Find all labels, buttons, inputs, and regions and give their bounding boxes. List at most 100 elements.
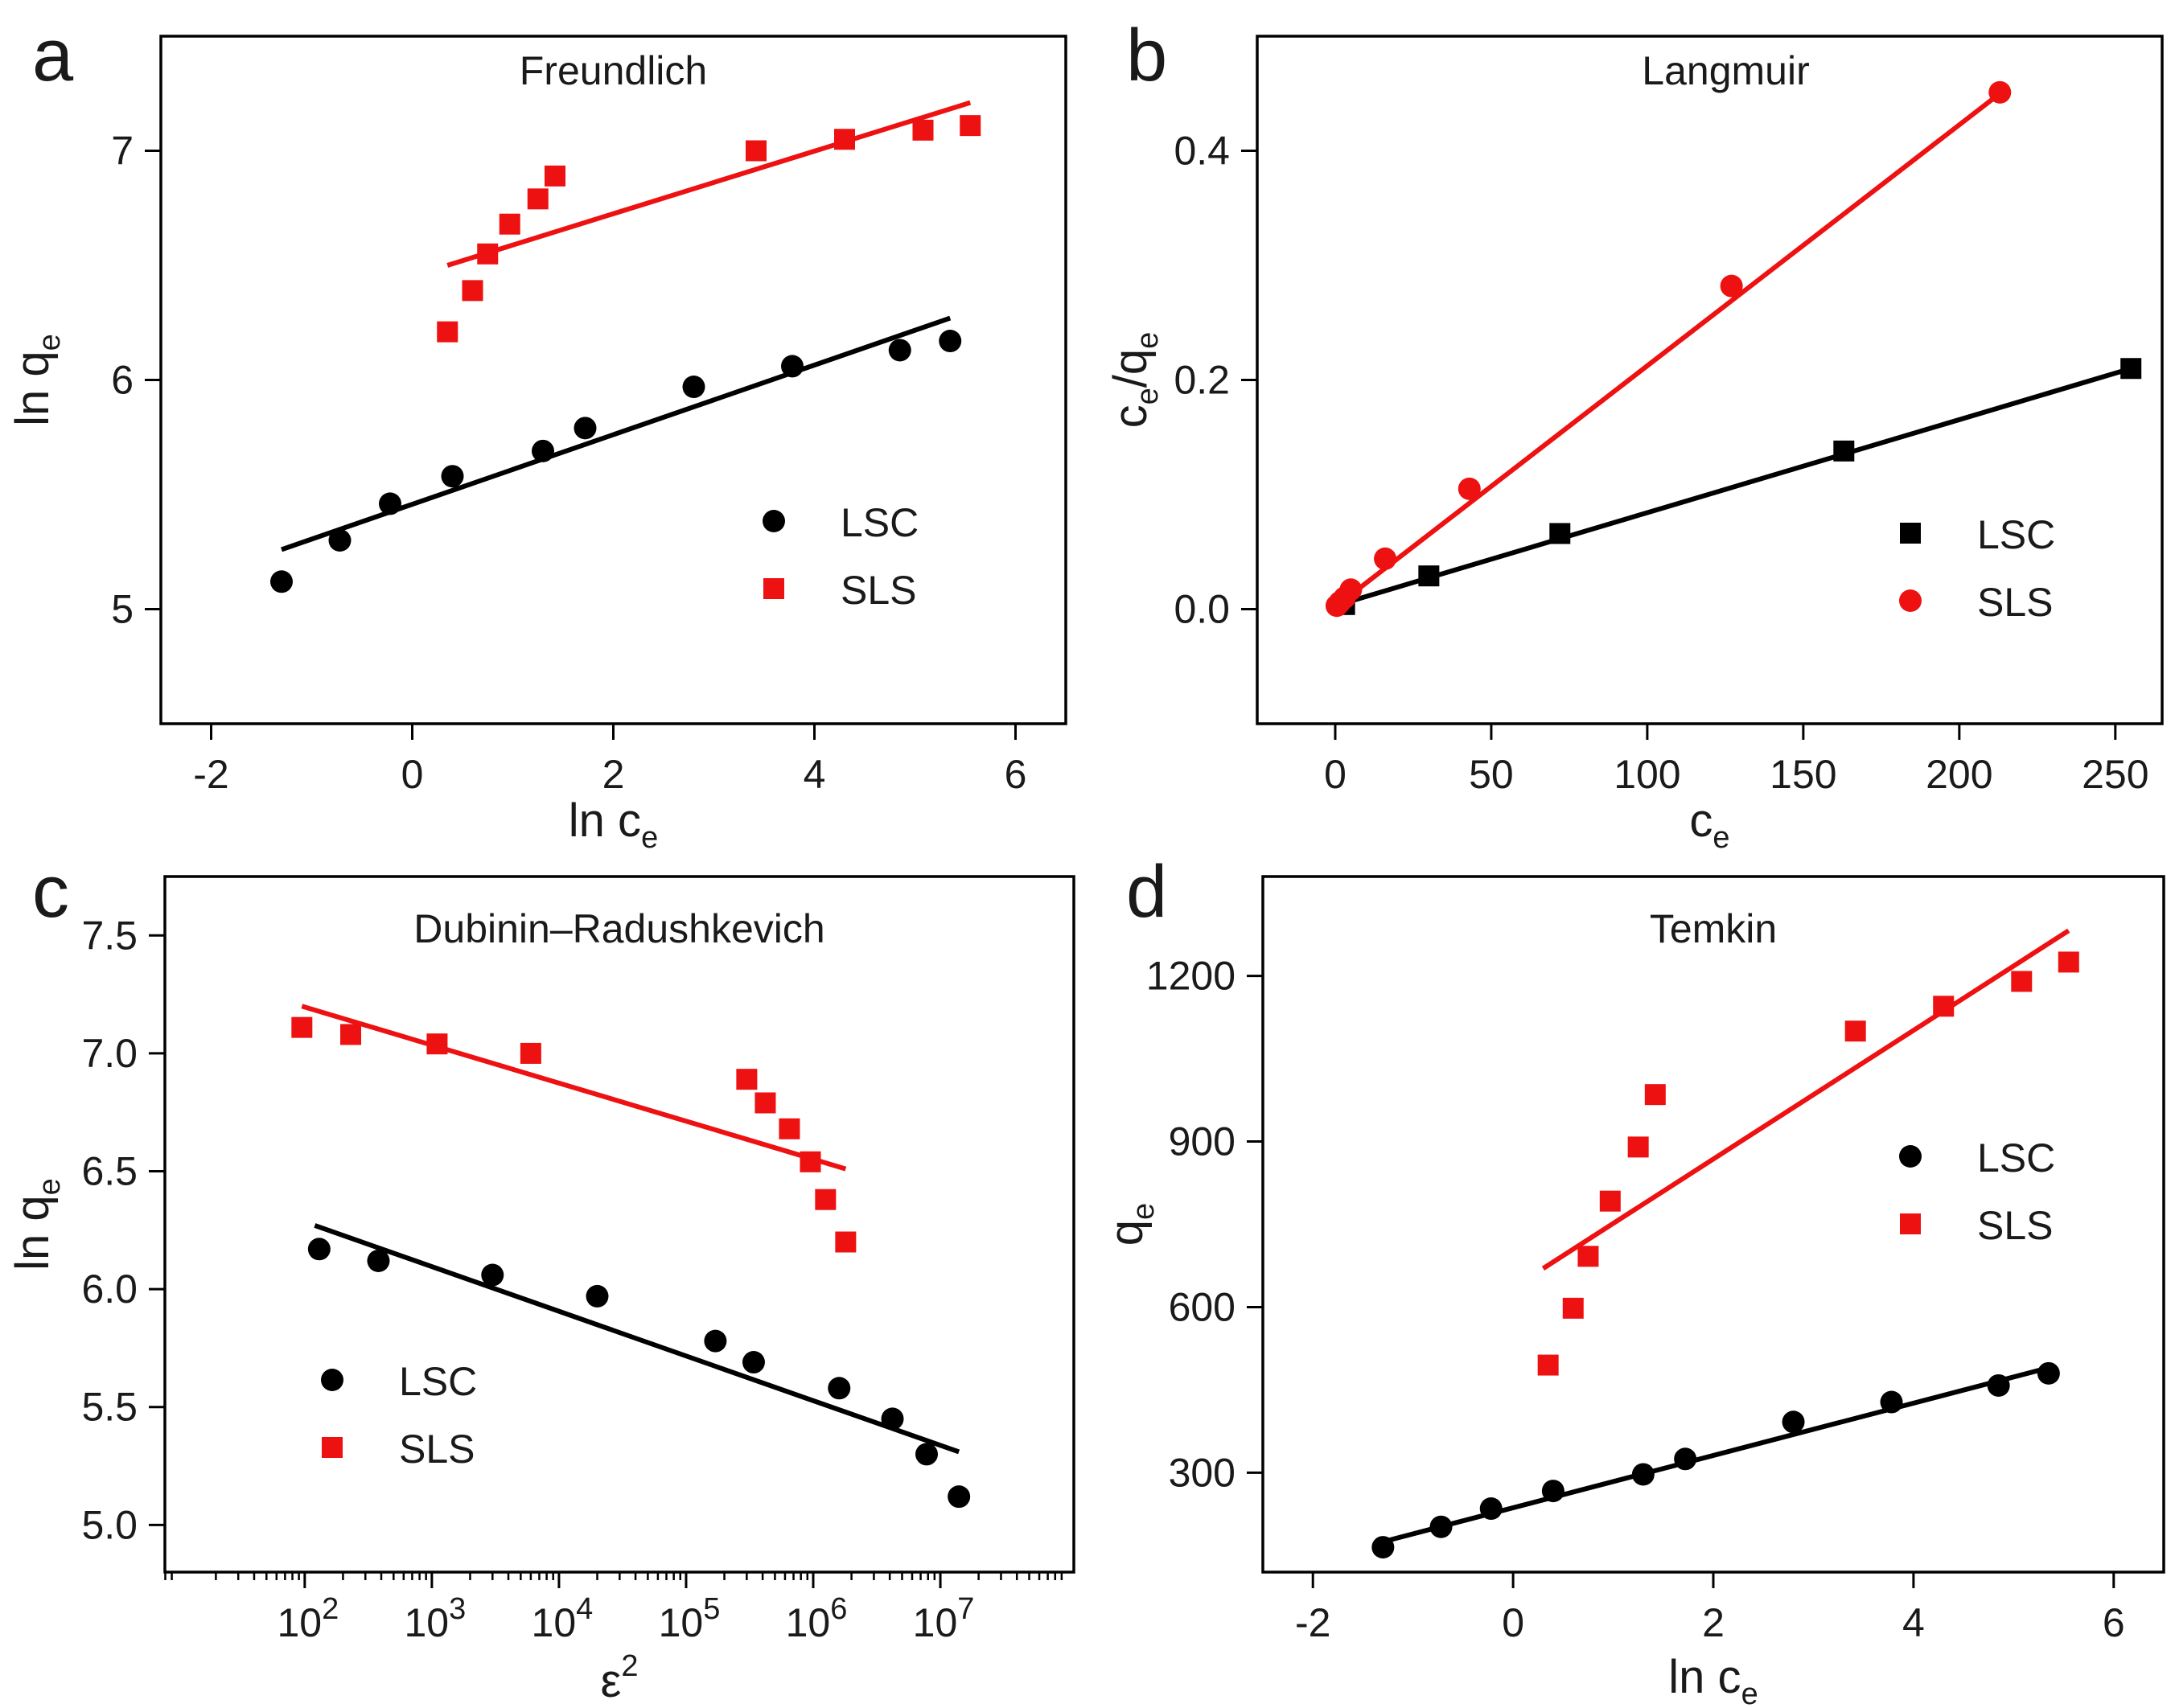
data-point-sls [499, 213, 520, 235]
legend-marker-lsc [321, 1369, 343, 1391]
data-point-lsc [1549, 523, 1571, 544]
data-point-lsc [532, 439, 554, 462]
data-point-sls [2011, 971, 2033, 992]
data-point-sls [340, 1024, 362, 1045]
data-point-lsc [2120, 358, 2142, 380]
legend-marker-lsc [1899, 1145, 1922, 1168]
fit-line-sls [301, 1004, 847, 1172]
panel-title: Temkin [1650, 906, 1777, 951]
y-tick-label: 6.5 [81, 1149, 138, 1194]
data-point-sls [1577, 1246, 1599, 1267]
data-point-lsc [328, 529, 352, 552]
x-tick-label: 102 [277, 1592, 339, 1645]
x-tick-label: 4 [804, 752, 826, 797]
data-point-sls [1844, 1020, 1866, 1042]
data-point-lsc [367, 1249, 390, 1272]
panel-b: 0 50 100 150 200 250 0.0 0.2 0.4b Langmuir ce ce/qe… [1104, 14, 2164, 855]
data-point-sls [960, 115, 981, 137]
data-point-sls [779, 1118, 800, 1139]
x-axis-label: ln ce [1668, 1651, 1758, 1708]
y-tick-label: 600 [1169, 1284, 1236, 1329]
fit-line-lsc [1334, 366, 2132, 609]
data-point-sls [1644, 1084, 1666, 1106]
data-point-lsc [1418, 565, 1440, 587]
x-tick-label: 100 [1614, 752, 1680, 797]
data-point-sls [736, 1069, 758, 1090]
data-point-lsc [1782, 1410, 1805, 1434]
legend-label-sls: SLS [841, 568, 917, 613]
panel-letter: c [32, 851, 69, 933]
data-point-lsc [1479, 1497, 1503, 1521]
x-tick-label: 4 [1902, 1600, 1925, 1645]
y-tick-label: 5.5 [81, 1385, 138, 1430]
data-point-lsc [1429, 1515, 1453, 1538]
data-point-lsc [1631, 1463, 1655, 1486]
data-point-sls [477, 243, 499, 265]
legend-marker-sls [322, 1437, 343, 1458]
data-point-sls [437, 321, 458, 343]
x-axis-label: ce [1689, 794, 1729, 855]
data-point-sls [462, 280, 483, 302]
data-point-sls [291, 1016, 313, 1038]
x-tick-label: 0 [1324, 752, 1347, 797]
data-point-sls [2058, 951, 2079, 973]
y-tick-label: 6.0 [81, 1267, 138, 1312]
y-tick-label: 900 [1169, 1119, 1236, 1164]
data-point-lsc [881, 1407, 904, 1431]
data-point-lsc [1371, 1536, 1395, 1559]
data-point-sls [800, 1151, 821, 1172]
x-tick-label: 0 [401, 752, 424, 797]
panel-a: -2 0 2 4 6 5 6 7a Freundlich ln ce ln qe LSC SLS [6, 14, 1067, 855]
data-point-sls [1562, 1297, 1584, 1319]
data-point-lsc [1833, 440, 1855, 462]
data-point-lsc [1674, 1447, 1697, 1471]
data-point-sls [835, 1231, 857, 1253]
fit-line-lsc [314, 1223, 960, 1455]
panel-letter: d [1126, 851, 1167, 933]
y-tick-label: 0.2 [1174, 358, 1230, 403]
y-tick-label: 0.4 [1174, 129, 1230, 174]
x-tick-label: -2 [1295, 1600, 1330, 1645]
data-point-lsc [704, 1329, 727, 1353]
fit-line-sls [446, 100, 972, 268]
x-tick-label: 2 [1702, 1600, 1725, 1645]
x-tick-label: 200 [1926, 752, 1992, 797]
data-point-sls [746, 140, 767, 162]
data-point-sls [815, 1189, 837, 1210]
data-point-lsc [2037, 1361, 2060, 1385]
data-point-sls [1720, 274, 1743, 298]
panel-letter: b [1126, 14, 1167, 96]
panel-title: Dubinin–Radushkevich [413, 906, 824, 951]
data-point-lsc [1880, 1390, 1903, 1414]
x-axis-label: ε2 [601, 1649, 639, 1707]
fit-line-sls [1334, 91, 2002, 610]
data-point-lsc [888, 339, 911, 362]
data-point-sls [1599, 1190, 1621, 1212]
data-point-sls [426, 1033, 448, 1055]
data-point-sls [1933, 996, 1955, 1017]
data-point-lsc [379, 492, 401, 515]
data-point-lsc [307, 1238, 331, 1261]
x-tick-label: -2 [193, 752, 228, 797]
legend-marker-lsc [1900, 523, 1921, 544]
legend-label-lsc: LSC [1977, 512, 2055, 557]
y-tick-label: 5 [111, 587, 134, 632]
data-point-sls [1374, 547, 1397, 570]
legend-label-lsc: LSC [841, 500, 919, 545]
y-tick-label: 300 [1169, 1450, 1236, 1495]
x-tick-label: 50 [1469, 752, 1514, 797]
data-point-lsc [1987, 1373, 2010, 1397]
data-point-sls [834, 129, 855, 150]
data-point-lsc [828, 1377, 851, 1400]
y-tick-label: 5.0 [81, 1502, 138, 1547]
data-point-lsc [948, 1485, 971, 1509]
y-axis-label: ln qe [6, 334, 67, 426]
x-tick-label: 106 [786, 1592, 848, 1645]
legend-marker-lsc [763, 510, 785, 532]
data-point-lsc [781, 355, 804, 378]
data-point-lsc [742, 1351, 765, 1374]
y-axis-label: ce/qe [1104, 332, 1165, 429]
y-tick-label: 1200 [1146, 954, 1236, 999]
legend-marker-sls [1899, 589, 1922, 612]
legend-label-sls: SLS [1977, 1203, 2054, 1248]
